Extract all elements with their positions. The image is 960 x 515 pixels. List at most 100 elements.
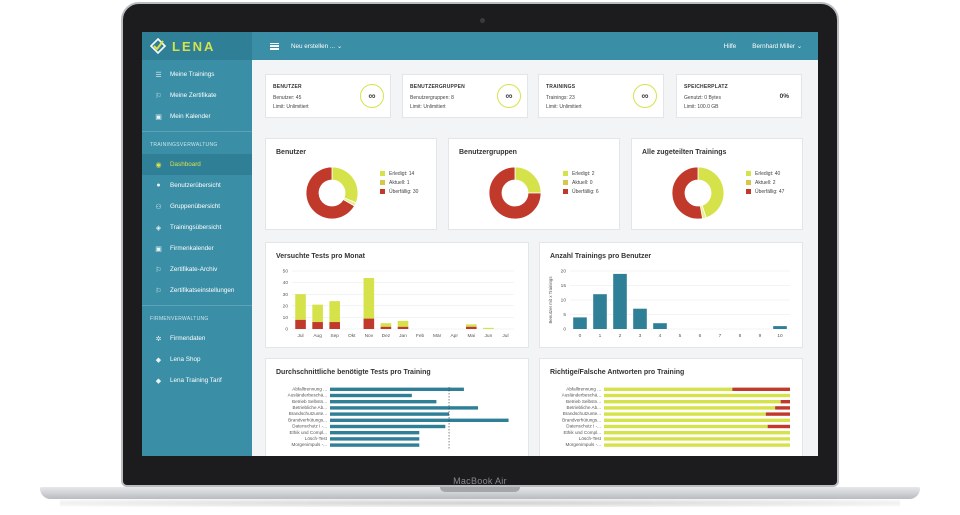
certificate-icon: ⚐ (155, 92, 162, 100)
bar[interactable] (613, 273, 627, 329)
bar-segment[interactable] (380, 323, 392, 327)
bar[interactable] (330, 431, 420, 435)
menu-icon[interactable] (270, 42, 279, 50)
legend-item: Aktuell: 0 (563, 178, 599, 187)
donut-slice[interactable] (331, 166, 359, 204)
sidebar-divider (142, 305, 252, 306)
donut-slice[interactable] (488, 166, 542, 220)
sidebar-item-lena-training-tarif[interactable]: ◆ Lena Training Tarif (142, 370, 252, 391)
stat-title: BENUTZER (273, 84, 302, 90)
bar-segment[interactable] (466, 326, 477, 329)
x-tick-label: Sep (330, 333, 339, 339)
y-tick-label: Ausländerbeschä... (288, 393, 327, 398)
bar[interactable] (330, 418, 509, 422)
x-tick-label: Mär (433, 333, 442, 339)
bar-segment[interactable] (604, 424, 768, 429)
stat-value: Benutzer: 45 (273, 95, 302, 101)
sidebar-item-firmendaten[interactable]: ✲ Firmendaten (142, 328, 252, 349)
bar-segment[interactable] (775, 406, 790, 410)
donut-slice[interactable] (697, 166, 725, 219)
help-link[interactable]: Hilfe (723, 42, 737, 50)
bar-segment[interactable] (397, 326, 409, 329)
list-icon: ☰ (155, 71, 162, 79)
bar[interactable] (653, 323, 667, 329)
bar-segment[interactable] (466, 324, 477, 327)
bar-segment[interactable] (483, 327, 494, 329)
bar-segment[interactable] (363, 277, 375, 319)
bar-segment[interactable] (363, 318, 375, 329)
donut-slice[interactable] (305, 166, 356, 220)
bar-segment[interactable] (604, 412, 766, 416)
x-tick-label: Jun (485, 333, 493, 339)
bar-segment[interactable] (380, 326, 392, 329)
sidebar-item-mein-kalender[interactable]: ▣ Mein Kalender (142, 106, 252, 127)
bar-segment[interactable] (765, 412, 790, 416)
infinity-icon: ∞ (360, 84, 384, 108)
bar[interactable] (330, 400, 437, 404)
user-menu[interactable]: Bernhard Miller ⌄ (752, 43, 802, 50)
sidebar-item-lena-shop[interactable]: ◆ Lena Shop (142, 349, 252, 370)
bar[interactable] (330, 387, 464, 391)
bar[interactable] (633, 308, 647, 329)
y-tick-label: Morgenimpuls -... (566, 442, 602, 447)
bar[interactable] (773, 326, 787, 329)
bar-segment[interactable] (604, 437, 790, 441)
bar-segment[interactable] (604, 400, 781, 404)
bar[interactable] (330, 406, 479, 410)
bar[interactable] (330, 412, 450, 416)
legend-swatch (746, 180, 751, 185)
bar-segment[interactable] (329, 322, 340, 329)
bar-segment[interactable] (329, 301, 340, 323)
sidebar-item-gruppenübersicht[interactable]: ⚇ Gruppenübersicht (142, 196, 252, 217)
bar-segment[interactable] (604, 443, 790, 447)
legend-label: Erledigt: 40 (755, 170, 781, 177)
bar-segment[interactable] (780, 400, 790, 404)
gear-icon: ✲ (155, 335, 162, 343)
bar[interactable] (573, 317, 587, 329)
bar-segment[interactable] (295, 294, 306, 320)
x-tick-label: 7 (719, 333, 722, 339)
donut-slice[interactable] (671, 166, 704, 220)
y-tick-label: Betrieb Selbstn... (566, 399, 601, 404)
sidebar-item-benutzerübersicht[interactable]: ● Benutzerübersicht (142, 175, 252, 196)
donut-slice[interactable] (514, 166, 542, 194)
x-tick-label: 5 (679, 333, 682, 339)
logo[interactable]: LENA (142, 32, 252, 60)
bar-segment[interactable] (732, 387, 790, 391)
bar-segment[interactable] (312, 322, 323, 329)
legend-item: Überfällig: 6 (563, 187, 599, 196)
sidebar-item-trainingsübersicht[interactable]: ◈ Trainingsübersicht (142, 217, 252, 238)
bar-segment[interactable] (604, 393, 790, 398)
bar-segment[interactable] (397, 320, 409, 327)
sidebar-item-meine-zertifikate[interactable]: ⚐ Meine Zertifikate (142, 85, 252, 106)
legend-label: Aktuell: 0 (572, 179, 593, 186)
bar-segment[interactable] (604, 431, 790, 435)
sidebar-item-zertifikatseinstellungen[interactable]: ⚐ Zertifikatseinstellungen (142, 280, 252, 301)
bar[interactable] (330, 424, 446, 429)
create-dropdown[interactable]: Neu erstellen ... ⌄ (291, 43, 342, 50)
bar[interactable] (330, 443, 420, 447)
sidebar-item-zertifikate-archiv[interactable]: ⚐ Zertifikate-Archiv (142, 259, 252, 280)
bar-segment[interactable] (604, 418, 790, 422)
trainings-per-user-chart: 0 5 10 15 20 Benutzer mit x Trainings 0 1 2 3 4 5 6 7… (548, 269, 790, 339)
bar-segment[interactable] (604, 406, 776, 410)
donut-card-trainings: Alle zugeteilten Trainings Erledigt: 40 A… (631, 138, 803, 230)
bar[interactable] (330, 393, 412, 398)
bar[interactable] (330, 437, 420, 441)
bar-segment[interactable] (604, 387, 733, 391)
bar[interactable] (593, 294, 607, 329)
laptop-lid: LENA ☰ Meine Trainings ⚐ Meine Zertifikate ▣… (121, 2, 839, 487)
y-tick-label: 30 (283, 292, 289, 298)
create-label: Neu erstellen ... (291, 42, 336, 50)
sidebar-item-meine-trainings[interactable]: ☰ Meine Trainings (142, 64, 252, 85)
sidebar-item-dashboard[interactable]: ◉ Dashboard (142, 154, 252, 175)
legend-label: Überfällig: 6 (572, 188, 599, 195)
legend-item: Aktuell: 1 (380, 178, 418, 187)
bar-segment[interactable] (767, 424, 790, 429)
camera (480, 18, 485, 23)
bar-segment[interactable] (312, 304, 323, 323)
sidebar-item-firmenkalender[interactable]: ▣ Firmenkalender (142, 238, 252, 259)
x-tick-label: 1 (599, 333, 602, 339)
bar-segment[interactable] (295, 319, 306, 329)
donut-title: Benutzergruppen (459, 149, 517, 156)
